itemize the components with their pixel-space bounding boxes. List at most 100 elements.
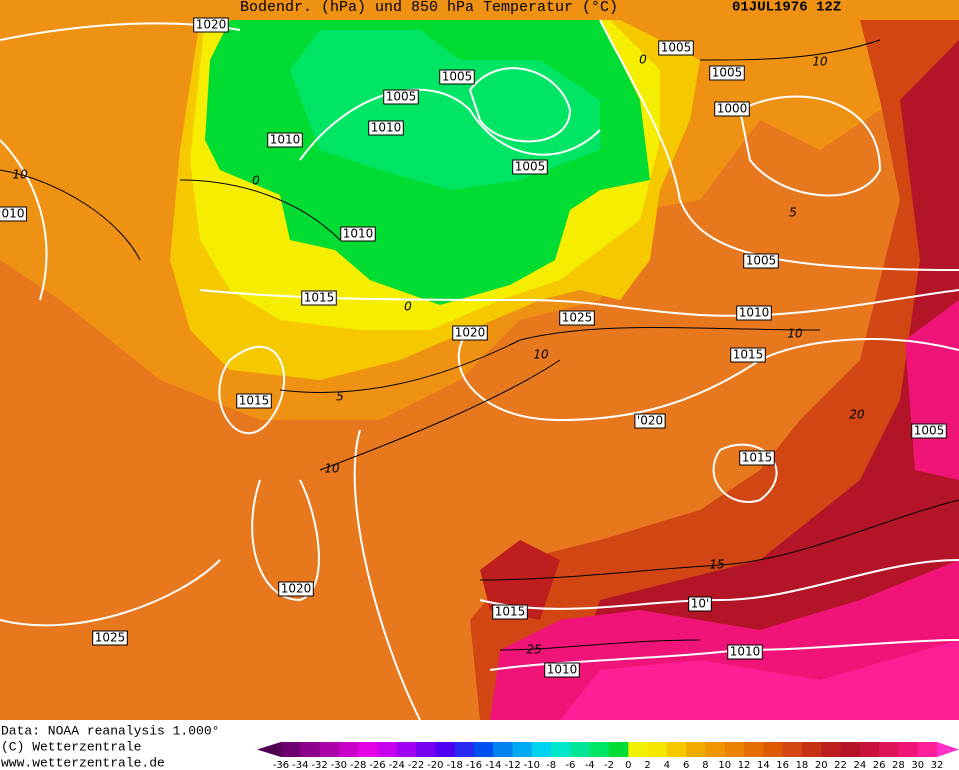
scale-label: -16 (466, 760, 482, 770)
isobar-label: 1010 (270, 133, 301, 147)
isobar-label-box (512, 159, 548, 175)
scale-cell (396, 742, 417, 757)
isobar (0, 139, 48, 301)
scale-label: -18 (446, 760, 462, 770)
isobar-label: 1005 (746, 254, 777, 268)
isotherm-label: 10 (812, 55, 828, 69)
scale-label: 26 (873, 760, 886, 770)
scale-cell (531, 742, 552, 757)
scale-arrow (937, 742, 959, 757)
isobar-label: 1020 (196, 18, 227, 32)
isobar-label: 1020 (455, 326, 486, 340)
scale-cell (763, 742, 784, 757)
isobar-label-box (739, 450, 775, 466)
scale-label: 10 (718, 760, 731, 770)
scale-label: 8 (702, 760, 708, 770)
scale-label: -12 (504, 760, 520, 770)
isobar-label: 1020 (281, 582, 312, 596)
field-pink (560, 640, 959, 720)
scale-cell (609, 742, 629, 757)
isotherm (319, 359, 561, 471)
footer-copyright: (C) Wetterzentrale (1, 739, 141, 754)
isobar-label: 1005 (515, 160, 546, 174)
scale-cell (300, 742, 321, 757)
isotherm-label: 5 (789, 206, 797, 220)
isotherm-label: 10 (12, 168, 28, 182)
isobar-label: 1010 (730, 645, 761, 659)
contour-labels: 1020100510051005100510101010100010050101… (0, 17, 947, 678)
scale-cell (705, 742, 726, 757)
isotherm-label: 15 (709, 558, 724, 572)
scale-cell (473, 742, 494, 757)
isotherm (499, 639, 701, 651)
isobar-label-box (439, 69, 475, 85)
isobar (218, 345, 285, 435)
scale-cell (840, 742, 861, 757)
isobar-label-box (193, 17, 229, 33)
isobar-label-box (634, 413, 666, 429)
isobar-label: 1010 (739, 306, 770, 320)
isobar-label-box (709, 65, 745, 81)
isobar-label: 1005 (712, 66, 743, 80)
isotherm (479, 499, 959, 581)
scale-label: 32 (931, 760, 944, 770)
scale-label: -32 (311, 760, 327, 770)
scale-cell (821, 742, 842, 757)
isobars (0, 19, 959, 721)
scale-cell (435, 742, 456, 757)
scale-cell (281, 742, 301, 757)
scale-cell (666, 742, 687, 757)
isobar (457, 329, 959, 422)
date: 01JUL1976 12Z (732, 0, 841, 16)
scale-label: -30 (331, 760, 347, 770)
scale-label: 18 (796, 760, 809, 770)
scale-label: -20 (427, 760, 443, 770)
isobar-label: 1005 (442, 70, 473, 84)
isobar-label: 1015 (733, 348, 764, 362)
isobar-label-box (267, 132, 303, 148)
scale-cell (589, 742, 610, 757)
scale-cell (724, 742, 745, 757)
isobar-label: 1005 (914, 424, 945, 438)
scale-label: -28 (350, 760, 366, 770)
scale-cell (377, 742, 398, 757)
scale-cell (744, 742, 764, 757)
scale-cell (859, 742, 880, 757)
scale-label: 30 (911, 760, 924, 770)
isobar-label: 1015 (239, 394, 270, 408)
scale-label: 4 (664, 760, 670, 770)
isobar (199, 289, 959, 317)
isobar-label: 1005 (661, 41, 692, 55)
isobar-label-box (743, 253, 779, 269)
scale-label: 24 (853, 760, 866, 770)
scale-label: 12 (738, 760, 751, 770)
isotherm-label: 20 (849, 408, 865, 422)
isobar-label-box (714, 101, 750, 117)
isobar (479, 559, 959, 610)
scale-label: -26 (369, 760, 385, 770)
isobar-label: 1025 (95, 631, 126, 645)
isobar-label: 1015 (304, 291, 335, 305)
isobar (712, 443, 778, 503)
isobar-label-box (452, 325, 488, 341)
scale-label: -2 (604, 760, 614, 770)
scale-label: 22 (834, 760, 847, 770)
isobar-label-box (730, 347, 766, 363)
isobar-label-box (368, 120, 404, 136)
scale-cell (801, 742, 822, 757)
scale-label: 2 (644, 760, 650, 770)
isotherm-label: 10 (533, 348, 549, 362)
map-area (0, 0, 959, 720)
isotherm (699, 39, 881, 61)
isotherm (279, 327, 821, 394)
isobar-label-box (340, 226, 376, 242)
scale-cell (879, 742, 899, 757)
scale-cell (686, 742, 706, 757)
scale-cell (493, 742, 514, 757)
scale-label: 0 (625, 760, 631, 770)
isobar-label-box (236, 393, 272, 409)
isobar (468, 67, 572, 143)
scale-cell (628, 742, 649, 757)
isobar (738, 95, 882, 197)
